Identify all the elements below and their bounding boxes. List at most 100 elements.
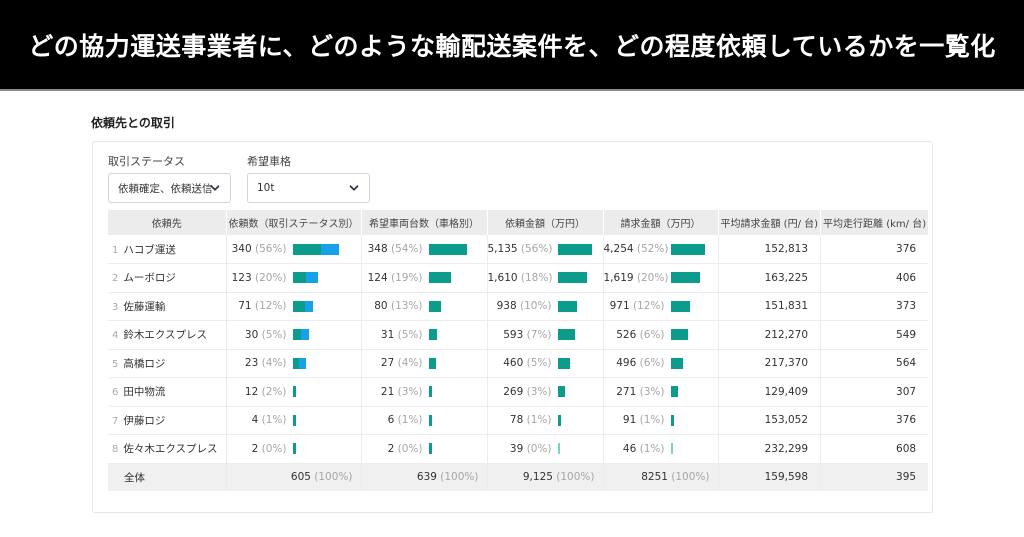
percent: (5%)	[526, 357, 552, 370]
proportion-bar	[428, 329, 437, 341]
percent: (52%)	[636, 243, 669, 255]
bar-segment	[670, 386, 678, 398]
bar-segment	[428, 414, 432, 426]
bar-segment	[557, 329, 575, 341]
value: 39	[509, 442, 524, 455]
total-vehicles-cell: 639 (100%)	[361, 463, 488, 491]
column-header-vehicles[interactable]: 希望車両台数（車格別）	[361, 210, 488, 235]
proportion-bar	[292, 443, 296, 455]
bar-segment	[428, 300, 441, 312]
vehicles-cell: 80 (13%)	[361, 292, 488, 321]
status-filter-label: 取引ステータス	[108, 155, 185, 168]
table-row[interactable]: 6 田中物流 12 (2%) 21 (3%) 269 (3%) 271 (3%) 129,4…	[108, 377, 929, 407]
total-value: 8251	[641, 471, 668, 484]
value: 4,254	[603, 243, 634, 255]
proportion-bar	[670, 300, 690, 312]
bar-segment	[292, 357, 299, 369]
row-index: 8	[112, 444, 119, 456]
avg-distance-cell: 307	[820, 377, 929, 407]
row-index: 5	[112, 358, 119, 370]
requests-cell: 340 (56%)	[226, 235, 362, 264]
bar-segment	[292, 414, 296, 426]
proportion-bar	[557, 357, 570, 369]
avg-distance-cell: 376	[820, 235, 929, 264]
bar-segment	[557, 272, 587, 284]
percent: (1%)	[639, 414, 665, 427]
percent: (3%)	[639, 385, 665, 398]
table-row[interactable]: 4 鈴木エクスプレス 30 (5%) 31 (5%) 593 (7%) 526 (6%) 2…	[108, 320, 929, 350]
avg-billing-cell: 152,813	[718, 235, 822, 264]
bill-amount-cell: 971 (12%)	[603, 292, 719, 321]
total-avg-distance-cell: 395	[820, 463, 929, 491]
bar-segment	[557, 386, 565, 398]
carrier-name[interactable]: 鈴木エクスプレス	[123, 329, 208, 342]
value: 938	[496, 300, 517, 313]
proportion-bar	[292, 272, 318, 284]
table-row[interactable]: 1 ハコブ運送 340 (56%) 348 (54%) 5,135 (56%) 4,254…	[108, 235, 929, 264]
vehicles-cell: 27 (4%)	[361, 349, 488, 378]
bar-segment	[670, 357, 683, 369]
proportion-bar	[428, 357, 436, 369]
total-req-amount-cell: 9,125 (100%)	[487, 463, 604, 491]
proportion-bar	[292, 357, 306, 369]
carrier-name[interactable]: 佐藤運輸	[123, 300, 166, 313]
carrier-transactions-table: 依頼先 依頼数（取引ステータス別） 希望車両台数（車格別） 依頼金額（万円） 請…	[108, 210, 929, 491]
value: 526	[616, 328, 637, 341]
row-index: 6	[112, 387, 119, 399]
carrier-cell: 3 佐藤運輸	[108, 292, 227, 321]
total-label: 全体	[108, 463, 227, 491]
banner-divider	[0, 89, 1024, 91]
carrier-name[interactable]: 佐々木エクスプレス	[123, 443, 218, 456]
bar-segment	[320, 243, 339, 255]
carrier-name[interactable]: ムーボロジ	[123, 272, 176, 285]
avg-billing-cell: 163,225	[718, 263, 822, 293]
carrier-cell: 7 伊藤ロジ	[108, 406, 227, 435]
avg-billing-cell: 129,409	[718, 377, 822, 407]
avg-distance-cell: 608	[820, 434, 929, 464]
carrier-cell: 5 高橋ロジ	[108, 349, 227, 378]
percent: (1%)	[261, 414, 287, 427]
value: 2	[387, 442, 395, 455]
value: 496	[616, 357, 637, 370]
proportion-bar	[292, 329, 309, 341]
percent: (1%)	[639, 442, 665, 455]
proportion-bar	[428, 243, 467, 255]
table-row[interactable]: 2 ムーボロジ 123 (20%) 124 (19%) 1,610 (18%) 1,619…	[108, 263, 929, 293]
column-header-carrier[interactable]: 依頼先	[108, 210, 227, 235]
requests-cell: 23 (4%)	[226, 349, 362, 378]
carrier-cell: 1 ハコブ運送	[108, 235, 227, 264]
avg-billing-cell: 212,270	[718, 320, 822, 350]
carrier-cell: 2 ムーボロジ	[108, 263, 227, 293]
value: 30	[244, 328, 259, 341]
carrier-name[interactable]: 田中物流	[123, 386, 166, 399]
transactions-card: 取引ステータス 依頼確定、依頼送信 希望車格 10t 依頼先 依頼数（取引ステー…	[92, 141, 933, 513]
column-header-billing-amount[interactable]: 請求金額（万円）	[603, 210, 719, 235]
bar-segment	[305, 272, 318, 284]
table-row[interactable]: 8 佐々木エクスプレス 2 (0%) 2 (0%) 39 (0%) 46 (1%) 232,…	[108, 434, 929, 464]
value: 593	[503, 328, 524, 341]
table-row[interactable]: 5 高橋ロジ 23 (4%) 27 (4%) 460 (5%) 496 (6%) 217,3…	[108, 349, 929, 378]
value: 1,610	[487, 271, 518, 284]
value: 2	[251, 442, 259, 455]
carrier-name[interactable]: 伊藤ロジ	[123, 414, 166, 427]
title-banner: どの協力運送事業者に、どのような輸配送案件を、どの程度依頼しているかを一覧化	[0, 0, 1024, 89]
percent: (3%)	[526, 385, 552, 398]
column-header-requests[interactable]: 依頼数（取引ステータス別）	[226, 210, 362, 235]
vehicle-class-filter-select[interactable]: 10t	[247, 173, 370, 203]
table-row[interactable]: 7 伊藤ロジ 4 (1%) 6 (1%) 78 (1%) 91 (1%) 153,052 37…	[108, 406, 929, 435]
status-filter-select[interactable]: 依頼確定、依頼送信	[108, 173, 231, 203]
requests-cell: 30 (5%)	[226, 320, 362, 350]
req-amount-cell: 269 (3%)	[487, 377, 604, 407]
carrier-name[interactable]: ハコブ運送	[123, 243, 176, 256]
percent: (18%)	[520, 271, 553, 284]
req-amount-cell: 1,610 (18%)	[487, 263, 604, 293]
column-header-avg-distance[interactable]: 平均走行距離 (km/ 台)	[820, 210, 929, 235]
table-row[interactable]: 3 佐藤運輸 71 (12%) 80 (13%) 938 (10%) 971 (12%) 1…	[108, 292, 929, 321]
banner-title: どの協力運送事業者に、どのような輸配送案件を、どの程度依頼しているかを一覧化	[28, 31, 996, 61]
column-header-request-amount[interactable]: 依頼金額（万円）	[487, 210, 604, 235]
bar-segment	[670, 443, 673, 455]
column-header-avg-billing[interactable]: 平均請求金額 (円/ 台)	[718, 210, 822, 235]
row-index: 3	[112, 301, 119, 313]
carrier-name[interactable]: 高橋ロジ	[123, 357, 166, 370]
value: 460	[503, 357, 524, 370]
